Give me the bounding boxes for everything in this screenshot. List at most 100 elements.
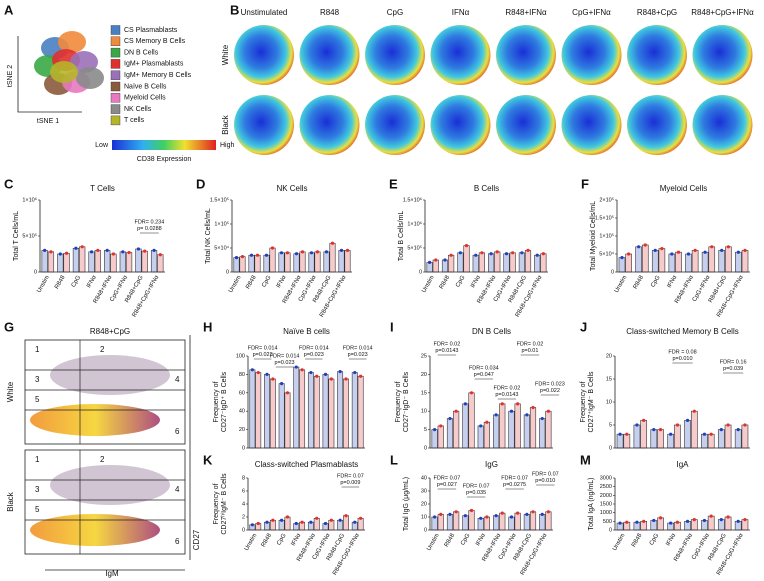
cd38-map bbox=[430, 95, 491, 155]
annotation: FDR= 0.02 bbox=[434, 341, 461, 347]
bar-mean-dot bbox=[345, 248, 350, 252]
legend-swatch bbox=[110, 104, 121, 114]
cd38-map bbox=[430, 25, 491, 85]
bar-mean-dot bbox=[726, 423, 730, 427]
bar bbox=[79, 246, 86, 273]
x-tick-label: Unstim bbox=[36, 275, 51, 294]
bar bbox=[337, 371, 344, 449]
bar bbox=[545, 410, 552, 449]
y-tick-label: 5×10⁵ bbox=[22, 232, 37, 239]
bar-mean-dot bbox=[743, 518, 747, 522]
bar bbox=[499, 403, 506, 449]
bar bbox=[135, 248, 142, 273]
bar-mean-dot bbox=[546, 409, 550, 413]
bar-mean-dot bbox=[294, 365, 298, 369]
annotation: FDR= 0.07 bbox=[463, 483, 490, 489]
gate-number: 3 bbox=[35, 485, 40, 494]
bar bbox=[463, 245, 470, 273]
panel-letter: D bbox=[196, 176, 205, 191]
bar-mean-dot bbox=[736, 428, 740, 432]
bar-mean-dot bbox=[720, 248, 724, 252]
bar-mean-dot bbox=[669, 432, 673, 436]
bar-mean-dot bbox=[439, 512, 443, 517]
x-tick-label: Unstim bbox=[421, 275, 436, 294]
tsne-cluster bbox=[58, 31, 86, 53]
bar-mean-dot bbox=[280, 518, 284, 522]
x-tick-label: Unstim bbox=[612, 533, 627, 552]
bar bbox=[278, 252, 285, 273]
y-tick-label: 0 bbox=[34, 269, 37, 275]
row-label: White bbox=[6, 381, 15, 402]
legend-swatch bbox=[110, 93, 121, 103]
flow-y-label: CD27 bbox=[192, 529, 201, 550]
gate-number: 3 bbox=[35, 375, 40, 384]
bar-mean-dot bbox=[338, 370, 342, 374]
bar-mean-dot bbox=[285, 515, 290, 519]
gate-number: 6 bbox=[175, 427, 180, 436]
bar bbox=[494, 251, 501, 273]
flow-axis-arrows bbox=[45, 335, 191, 571]
bar bbox=[63, 252, 70, 273]
bar-mean-dot bbox=[652, 428, 656, 432]
bar-mean-dot bbox=[136, 247, 141, 251]
bar bbox=[293, 253, 300, 273]
bar bbox=[503, 253, 510, 273]
bar-mean-dot bbox=[329, 377, 333, 381]
bar bbox=[343, 378, 349, 449]
bar bbox=[441, 259, 449, 273]
bar-mean-dot bbox=[285, 391, 290, 395]
legend-label: IgM+ Plasmablasts bbox=[124, 61, 184, 68]
bar bbox=[477, 517, 484, 531]
bar-mean-dot bbox=[526, 248, 530, 252]
y-tick-label: 0 bbox=[424, 527, 427, 533]
annotation: p=0.0143 bbox=[495, 392, 518, 398]
x-tick-label: IFNα bbox=[470, 274, 482, 289]
bar bbox=[523, 514, 530, 531]
annotation: p=0.010 bbox=[672, 356, 692, 362]
bar-mean-dot bbox=[433, 515, 437, 519]
bar-mean-dot bbox=[353, 370, 357, 375]
panel-letter: C bbox=[4, 176, 14, 191]
bar bbox=[278, 383, 285, 449]
annotation: p= 0.0288 bbox=[137, 226, 162, 232]
bar bbox=[468, 392, 475, 449]
y-tick-label: 0 bbox=[242, 527, 245, 533]
x-tick-label: Unstim bbox=[244, 533, 259, 552]
bar bbox=[453, 511, 460, 531]
bar-mean-dot bbox=[439, 424, 443, 428]
bar-mean-dot bbox=[743, 423, 747, 427]
colorbar-label: CD38 Expression bbox=[137, 156, 192, 163]
bar-mean-dot bbox=[463, 402, 467, 406]
bar-mean-dot bbox=[480, 251, 484, 255]
x-tick-label: R848 bbox=[54, 274, 67, 290]
x-tick-label: CpG bbox=[276, 533, 288, 547]
bar-mean-dot bbox=[121, 250, 125, 254]
annotation: FDR= 0.234 bbox=[134, 219, 164, 225]
bar bbox=[545, 511, 552, 531]
bar-mean-dot bbox=[685, 519, 690, 523]
bar-mean-dot bbox=[96, 248, 100, 252]
y-tick-label: 15 bbox=[421, 390, 427, 396]
y-tick-label: 0 bbox=[424, 445, 427, 451]
annotation: p=0.047 bbox=[474, 372, 494, 378]
bar bbox=[618, 257, 626, 273]
bar bbox=[307, 372, 314, 449]
bar bbox=[141, 250, 148, 273]
y-tick-label: 1×10⁶ bbox=[407, 220, 422, 227]
bar-mean-dot bbox=[726, 515, 730, 519]
bar-mean-dot bbox=[143, 249, 147, 253]
bar bbox=[125, 252, 133, 273]
legend-label: T cells bbox=[124, 117, 145, 124]
legend-label: CS Plasmablasts bbox=[124, 27, 178, 34]
bar bbox=[462, 403, 469, 449]
cd38-map bbox=[496, 95, 556, 155]
bar bbox=[707, 433, 715, 449]
bar bbox=[41, 250, 48, 273]
bar-mean-dot bbox=[709, 514, 713, 518]
bar bbox=[437, 514, 444, 531]
bar bbox=[431, 429, 438, 449]
bar bbox=[233, 257, 240, 273]
annotation: FDR = 0.08 bbox=[668, 349, 696, 355]
bar-mean-dot bbox=[652, 518, 656, 523]
bar-mean-dot bbox=[271, 518, 275, 522]
